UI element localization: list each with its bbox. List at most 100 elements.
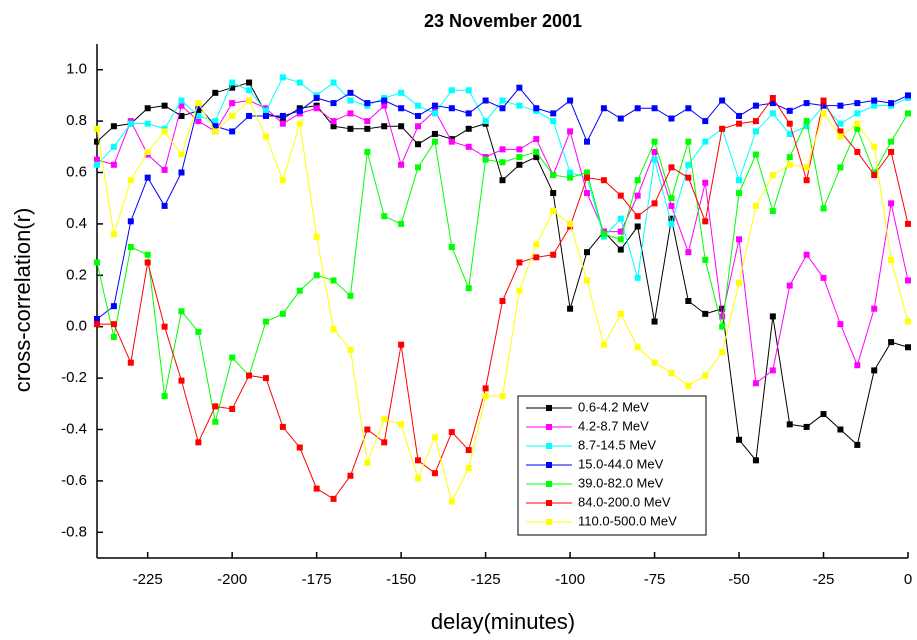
- data-point: [888, 148, 895, 155]
- data-point: [195, 100, 202, 107]
- data-point: [769, 110, 776, 117]
- data-point: [668, 369, 675, 376]
- series-line: [96, 86, 909, 320]
- data-point: [905, 318, 911, 325]
- data-point: [719, 323, 726, 330]
- data-point: [415, 457, 422, 464]
- y-tick-label: -0.4: [61, 420, 87, 437]
- data-point: [94, 156, 100, 163]
- legend-label: 84.0-200.0 MeV: [578, 494, 671, 509]
- data-point: [651, 318, 658, 325]
- data-point: [888, 339, 895, 346]
- data-point: [431, 130, 438, 137]
- data-point: [752, 457, 759, 464]
- data-point: [178, 97, 185, 104]
- data-point: [229, 112, 236, 119]
- series: [94, 110, 911, 425]
- data-point: [499, 159, 506, 166]
- data-point: [448, 138, 455, 145]
- data-point: [279, 423, 286, 430]
- data-point: [313, 105, 320, 112]
- data-point: [702, 218, 709, 225]
- x-tick-label: -225: [133, 571, 163, 588]
- data-point: [516, 102, 523, 109]
- data-point: [195, 107, 202, 114]
- data-point: [905, 92, 911, 99]
- data-point: [685, 161, 692, 168]
- legend-label: 0.6-4.2 MeV: [578, 399, 649, 414]
- x-axis-label: delay(minutes): [431, 609, 575, 634]
- data-point: [144, 251, 151, 258]
- data-point: [702, 372, 709, 379]
- data-point: [854, 148, 861, 155]
- data-point: [786, 107, 793, 114]
- data-point: [550, 251, 557, 258]
- data-point: [600, 231, 607, 238]
- data-point: [905, 344, 911, 351]
- data-point: [229, 84, 236, 91]
- data-point: [313, 94, 320, 101]
- data-point: [651, 105, 658, 112]
- data-point: [499, 177, 506, 184]
- data-point: [313, 485, 320, 492]
- data-point: [567, 128, 574, 135]
- legend-marker: [546, 443, 552, 449]
- data-point: [364, 426, 371, 433]
- data-point: [854, 441, 861, 448]
- data-point: [178, 151, 185, 158]
- data-point: [347, 97, 354, 104]
- data-point: [398, 341, 405, 348]
- data-point: [854, 120, 861, 127]
- data-point: [600, 341, 607, 348]
- y-tick-label: -0.2: [61, 369, 87, 386]
- data-point: [448, 498, 455, 505]
- data-point: [398, 161, 405, 168]
- data-point: [905, 110, 911, 117]
- data-point: [110, 333, 117, 340]
- data-point: [94, 315, 100, 322]
- data-point: [786, 282, 793, 289]
- data-point: [769, 313, 776, 320]
- data-point: [246, 372, 253, 379]
- data-point: [110, 321, 117, 328]
- data-point: [482, 156, 489, 163]
- data-point: [533, 241, 540, 248]
- data-point: [702, 118, 709, 125]
- data-point: [499, 105, 506, 112]
- data-point: [752, 128, 759, 135]
- data-point: [837, 128, 844, 135]
- data-point: [499, 393, 506, 400]
- data-point: [820, 205, 827, 212]
- data-point: [888, 138, 895, 145]
- data-point: [533, 254, 540, 261]
- x-tick-label: -100: [555, 571, 585, 588]
- data-point: [415, 164, 422, 171]
- x-tick-label: -25: [813, 571, 835, 588]
- data-point: [161, 102, 168, 109]
- data-point: [415, 112, 422, 119]
- data-point: [431, 470, 438, 477]
- data-point: [854, 125, 861, 132]
- data-point: [144, 259, 151, 266]
- data-point: [482, 118, 489, 125]
- y-tick-label: 0.2: [66, 266, 87, 283]
- data-point: [752, 202, 759, 209]
- data-point: [465, 285, 472, 292]
- data-point: [736, 177, 743, 184]
- data-point: [702, 256, 709, 263]
- data-point: [330, 100, 337, 107]
- data-point: [482, 393, 489, 400]
- data-point: [719, 349, 726, 356]
- y-tick-label: 0.0: [66, 318, 87, 335]
- y-axis-label: cross-correlation(r): [10, 208, 35, 393]
- data-point: [347, 472, 354, 479]
- data-point: [617, 310, 624, 317]
- data-point: [110, 231, 117, 238]
- data-point: [516, 154, 523, 161]
- data-point: [769, 100, 776, 107]
- data-point: [262, 133, 269, 140]
- data-point: [364, 148, 371, 155]
- y-tick-label: 1.0: [66, 61, 87, 78]
- data-point: [634, 274, 641, 281]
- data-point: [448, 105, 455, 112]
